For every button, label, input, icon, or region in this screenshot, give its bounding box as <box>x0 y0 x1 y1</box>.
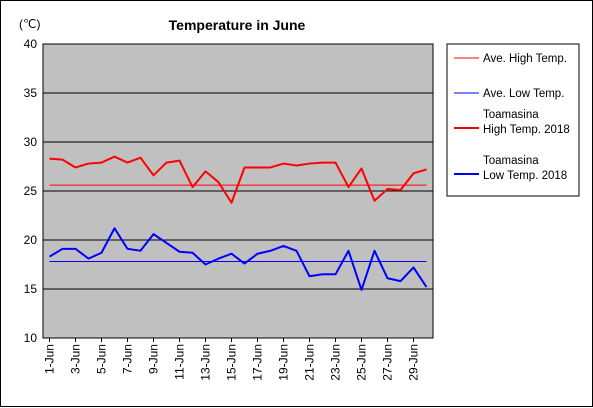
x-tick-label: 19-Jun <box>277 344 291 381</box>
y-tick-label: 20 <box>24 233 38 247</box>
legend-label-4-line1: Toamasina <box>483 155 539 167</box>
x-tick-label: 11-Jun <box>173 344 187 380</box>
legend-label-3-line2: High Temp. 2018 <box>483 124 570 136</box>
y-tick-label: 35 <box>24 86 38 100</box>
legend-label-2: Ave. Low Temp. <box>483 88 564 100</box>
plot-area: 10 15 20 25 30 35 40 1-Jun 3-Jun 5-Jun 7-Jun 9-Jun 1… <box>24 37 434 381</box>
y-tick-label: 25 <box>24 184 38 198</box>
x-tick-label: 13-Jun <box>199 344 213 381</box>
y-axis-unit-label: (℃) <box>19 17 40 31</box>
y-tick-label: 10 <box>24 331 38 345</box>
series-line-4 <box>48 227 428 291</box>
x-tick-label: 29-Jun <box>407 344 421 381</box>
legend-label-4-line2: Low Temp. 2018 <box>483 170 567 182</box>
x-tick-label: 21-Jun <box>303 344 317 381</box>
x-tick-label: 5-Jun <box>95 344 109 374</box>
x-tick-label: 23-Jun <box>329 344 343 381</box>
series-line-3 <box>49 155 427 204</box>
x-tick-label: 1-Jun <box>43 344 57 374</box>
x-tick-label: 27-Jun <box>381 344 395 381</box>
x-tick-label: 7-Jun <box>121 344 135 374</box>
y-tick-label: 30 <box>24 135 38 149</box>
x-tick-label: 3-Jun <box>69 344 83 374</box>
x-tick-label: 17-Jun <box>251 344 265 381</box>
chart-title: Temperature in June <box>169 17 306 33</box>
x-tick-label: 25-Jun <box>355 344 369 381</box>
y-tick-label: 40 <box>24 37 38 51</box>
x-tick-label: 15-Jun <box>225 344 239 381</box>
y-tick-label: 15 <box>24 282 38 296</box>
legend-label-1: Ave. High Temp. <box>483 53 567 65</box>
legend-label-3-line1: Toamasina <box>483 109 539 121</box>
legend: Ave. High Temp. Ave. Low Temp. Toamasina Hi… <box>446 43 580 197</box>
x-tick-label: 9-Jun <box>147 344 161 374</box>
legend-box <box>446 43 580 197</box>
